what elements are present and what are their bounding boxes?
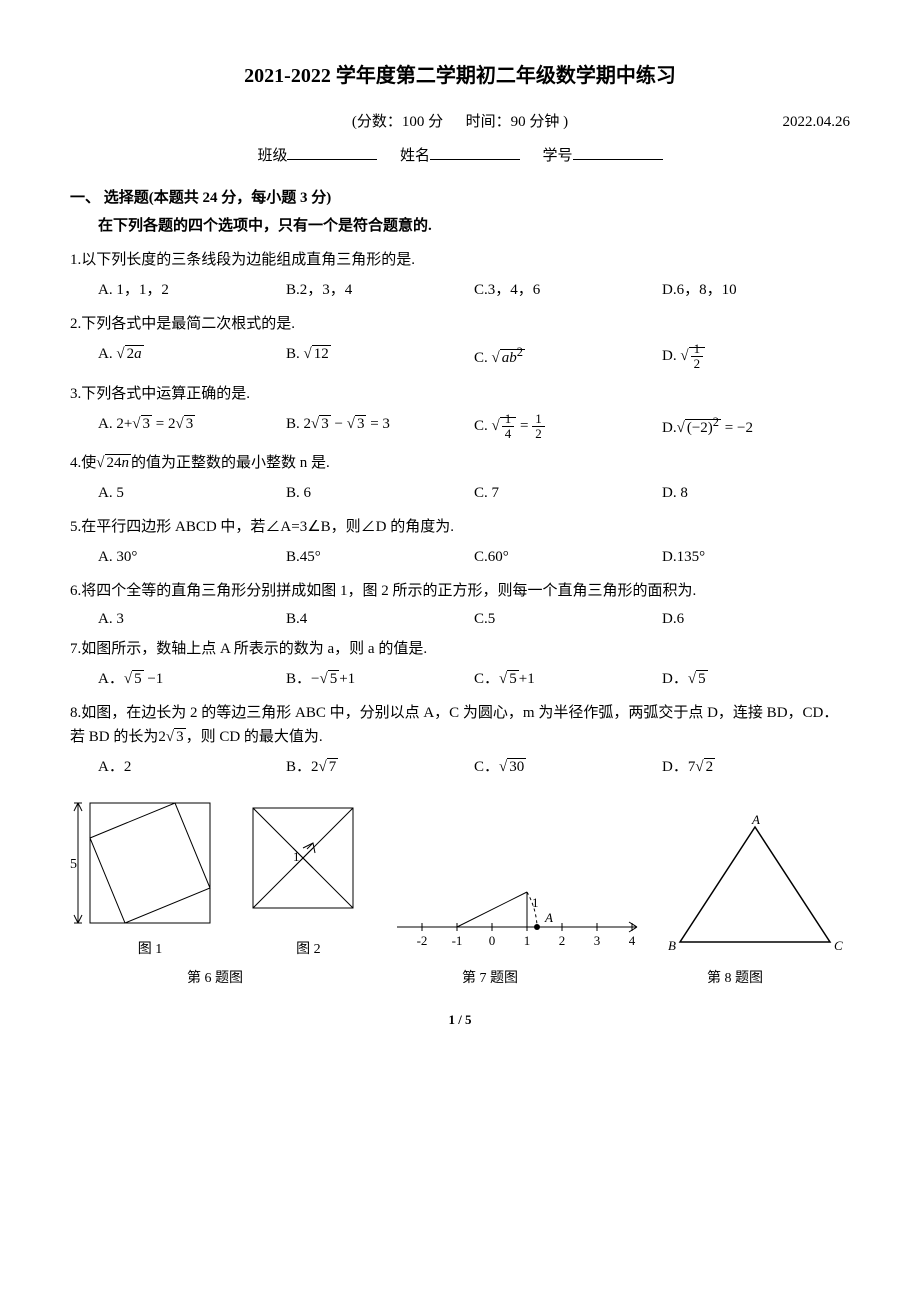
question-3: 3.下列各式中运算正确的是. — [70, 382, 850, 406]
q5-options: A. 30° B.45° C.60° D.135° — [98, 545, 850, 569]
q8-options: A．2 B．27 C．30 D．72 — [98, 755, 850, 779]
svg-text:5: 5 — [70, 857, 77, 872]
number-label: 学号 — [543, 148, 573, 164]
q7-opt-d: D．5 — [662, 667, 850, 691]
question-5: 5.在平行四边形 ABCD 中，若∠A=3∠B，则∠D 的角度为. — [70, 515, 850, 539]
exam-date: 2022.04.26 — [783, 110, 851, 134]
svg-text:-1: -1 — [451, 933, 462, 948]
q8-opt-d: D．72 — [662, 755, 850, 779]
svg-text:B: B — [668, 938, 676, 953]
svg-text:4: 4 — [628, 933, 635, 948]
q5-opt-d: D.135° — [662, 545, 850, 569]
fig2-caption: 图 2 — [243, 939, 373, 961]
number-blank — [573, 144, 663, 160]
class-blank — [287, 144, 377, 160]
q1-opt-c: C.3，4，6 — [474, 278, 662, 302]
fig-label-q8: 第 8 题图 — [620, 968, 850, 990]
svg-text:1: 1 — [523, 933, 530, 948]
svg-text:1: 1 — [293, 849, 300, 864]
q4-opt-c: C. 7 — [474, 481, 662, 505]
svg-text:0: 0 — [488, 933, 495, 948]
page-number: 1 / 5 — [70, 1010, 850, 1031]
q6-opt-a: A. 3 — [98, 607, 286, 631]
page-title: 2021-2022 学年度第二学期初二年级数学期中练习 — [70, 60, 850, 92]
q2-options: A. 2a B. 12 C. ab2 D. 12 — [98, 342, 850, 372]
q5-opt-a: A. 30° — [98, 545, 286, 569]
svg-text:A: A — [544, 910, 553, 925]
q5-opt-c: C.60° — [474, 545, 662, 569]
q2-opt-b: B. 12 — [286, 342, 474, 372]
q3-opt-c: C. 14 = 12 — [474, 412, 662, 442]
q6-opt-d: D.6 — [662, 607, 850, 631]
q1-opt-d: D.6，8，10 — [662, 278, 850, 302]
figures-row: 5 图 1 1 图 2 -2 -1 0 1 — [70, 793, 850, 961]
q1-options: A. 1，1，2 B.2，3，4 C.3，4，6 D.6，8，10 — [98, 278, 850, 302]
question-6: 6.将四个全等的直角三角形分别拼成如图 1，图 2 所示的正方形，则每一个直角三… — [70, 579, 850, 603]
section-heading: 一、 选择题(本题共 24 分，每小题 3 分) — [70, 186, 850, 210]
q6-opt-b: B.4 — [286, 607, 474, 631]
q5-opt-b: B.45° — [286, 545, 474, 569]
svg-text:1: 1 — [532, 895, 539, 910]
figure-q8: A B C — [660, 812, 850, 962]
svg-text:-2: -2 — [416, 933, 427, 948]
q4-opt-d: D. 8 — [662, 481, 850, 505]
time-label: 时间：90 分钟 ) — [466, 114, 569, 130]
q7-opt-b: B．−5+1 — [286, 667, 474, 691]
name-blank — [430, 144, 520, 160]
fig-label-q7: 第 7 题图 — [360, 968, 620, 990]
svg-text:3: 3 — [593, 933, 600, 948]
svg-text:C: C — [834, 938, 843, 953]
q3-options: A. 2+3 = 23 B. 23 − 3 = 3 C. 14 = 12 D.(… — [98, 412, 850, 442]
figure-2: 1 图 2 — [243, 793, 373, 961]
question-1: 1.以下列长度的三条线段为边能组成直角三角形的是. — [70, 248, 850, 272]
fig-label-q6: 第 6 题图 — [70, 968, 360, 990]
q2-opt-d: D. 12 — [662, 342, 850, 372]
q1-opt-b: B.2，3，4 — [286, 278, 474, 302]
svg-text:A: A — [751, 812, 760, 827]
q3-opt-d: D.(−2)2 = −2 — [662, 412, 850, 442]
q4-opt-b: B. 6 — [286, 481, 474, 505]
q6-opt-c: C.5 — [474, 607, 662, 631]
q8-opt-b: B．27 — [286, 755, 474, 779]
question-8: 8.如图，在边长为 2 的等边三角形 ABC 中，分别以点 A，C 为圆心，m … — [70, 701, 850, 749]
figure-q7: -2 -1 0 1 2 3 4 1 A — [387, 852, 647, 962]
q3-opt-a: A. 2+3 = 23 — [98, 412, 286, 442]
student-fields: 班级 姓名 学号 — [70, 144, 850, 168]
q7-options: A．5 −1 B．−5+1 C．5+1 D．5 — [98, 667, 850, 691]
class-label: 班级 — [257, 148, 287, 164]
figure-1: 5 图 1 — [70, 793, 230, 961]
q7-opt-c: C．5+1 — [474, 667, 662, 691]
q3-opt-b: B. 23 − 3 = 3 — [286, 412, 474, 442]
name-label: 姓名 — [400, 148, 430, 164]
svg-text:2: 2 — [558, 933, 565, 948]
question-2: 2.下列各式中是最简二次根式的是. — [70, 312, 850, 336]
q4-opt-a: A. 5 — [98, 481, 286, 505]
q8-opt-a: A．2 — [98, 755, 286, 779]
meta-line: (分数：100 分 时间：90 分钟 ) 2022.04.26 — [70, 110, 850, 134]
q7-opt-a: A．5 −1 — [98, 667, 286, 691]
q6-options: A. 3 B.4 C.5 D.6 — [98, 607, 850, 631]
q2-opt-c: C. ab2 — [474, 342, 662, 372]
score-label: (分数：100 分 — [352, 114, 443, 130]
section-subheading: 在下列各题的四个选项中，只有一个是符合题意的. — [98, 214, 850, 238]
q2-opt-a: A. 2a — [98, 342, 286, 372]
fig1-caption: 图 1 — [70, 939, 230, 961]
q1-opt-a: A. 1，1，2 — [98, 278, 286, 302]
q8-opt-c: C．30 — [474, 755, 662, 779]
question-4: 4.使24n的值为正整数的最小整数 n 是. — [70, 451, 850, 475]
question-7: 7.如图所示，数轴上点 A 所表示的数为 a，则 a 的值是. — [70, 637, 850, 661]
figure-labels: 第 6 题图 第 7 题图 第 8 题图 — [70, 968, 850, 990]
q4-options: A. 5 B. 6 C. 7 D. 8 — [98, 481, 850, 505]
